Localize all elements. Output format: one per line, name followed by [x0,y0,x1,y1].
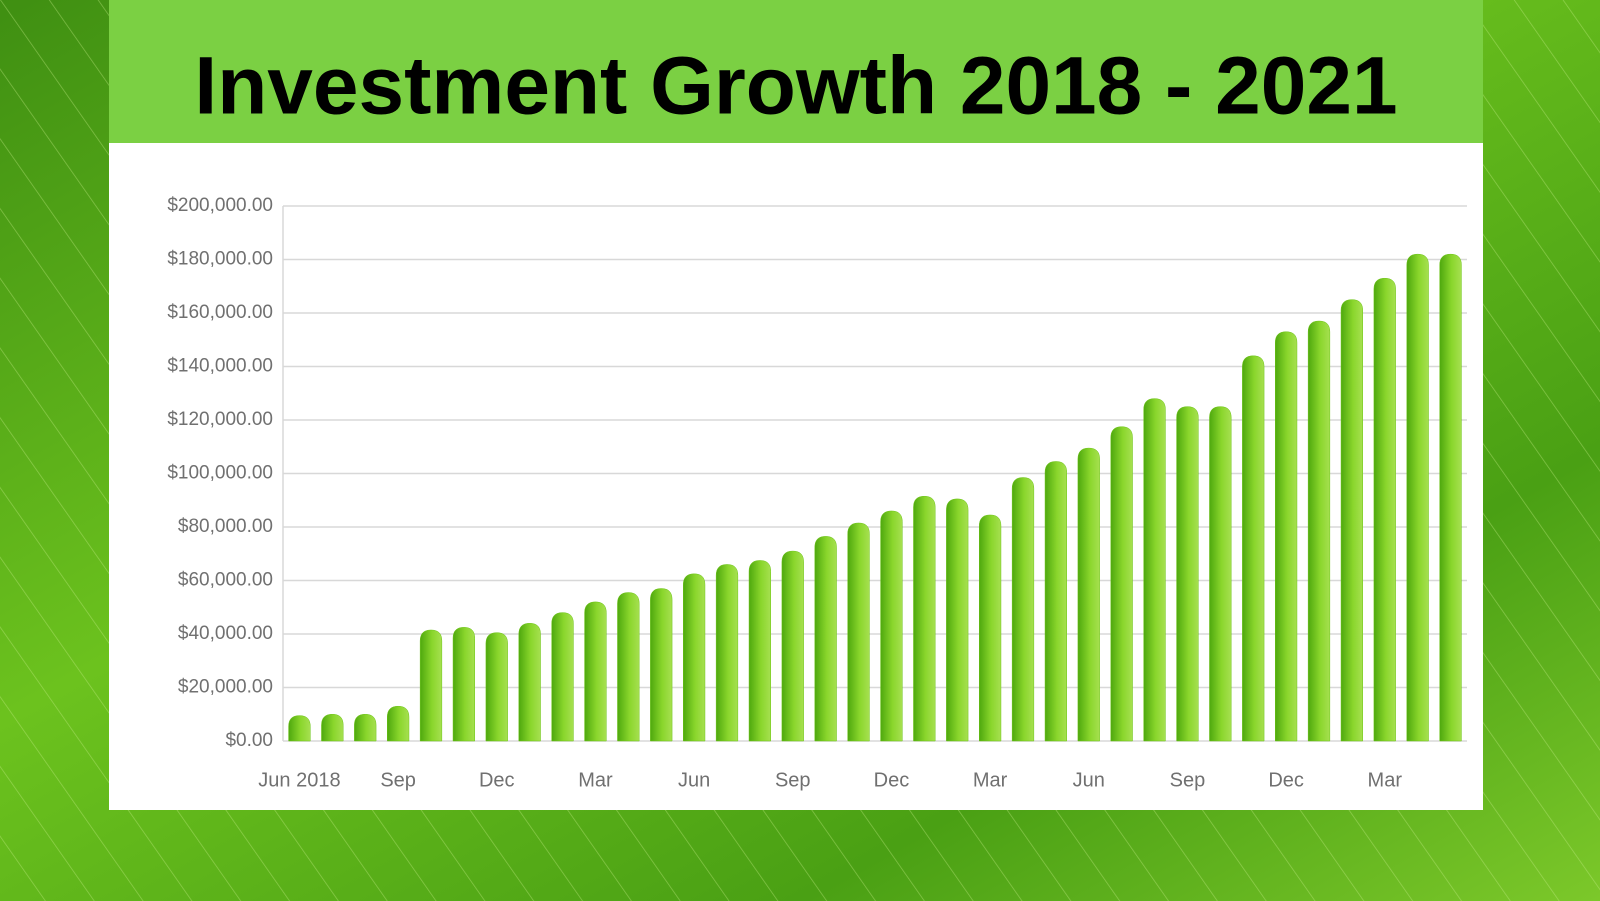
y-tick-label: $20,000.00 [178,677,273,698]
bar [1406,253,1429,742]
bar [748,560,771,742]
y-tick-label: $180,000.00 [167,249,273,270]
bar [1209,406,1232,742]
y-tick-label: $60,000.00 [178,570,273,591]
bar [946,498,969,742]
bar [452,627,475,742]
x-tick-label: Dec [479,769,515,791]
bar [1307,320,1331,742]
y-tick-label: $0.00 [225,730,273,751]
chart-title: Investment Growth 2018 - 2021 [194,41,1397,132]
plot-area: $0.00 $20,000.00 $40,000.00 $60,000.00 $80,0… [167,195,1467,791]
bar [1373,277,1396,742]
bar [485,632,508,742]
y-tick-label: $40,000.00 [178,623,273,644]
y-tick-label: $200,000.00 [167,195,273,216]
x-tick-label: Mar [578,769,613,791]
x-tick-label: Sep [380,769,416,791]
bar [1340,299,1363,742]
x-tick-label: Dec [1268,769,1304,791]
bar [1110,426,1133,742]
bar [979,514,1002,742]
x-tick-label: Jun 2018 [258,769,340,791]
y-tick-label: $140,000.00 [167,356,273,377]
bar [847,522,870,742]
bar [1077,447,1100,742]
y-tick-label: $80,000.00 [178,516,273,537]
bar [1275,331,1298,742]
x-tick-label: Jun [1073,769,1105,791]
bar [683,573,706,742]
bar [617,592,640,742]
bar [321,713,344,742]
bar [288,715,311,742]
x-tick-label: Jun [678,769,710,791]
bar [650,588,673,742]
y-tick-label: $160,000.00 [167,302,273,323]
bar [913,495,936,742]
bar [1176,406,1199,742]
y-tick-label: $100,000.00 [167,463,273,484]
bar [1143,398,1166,742]
y-tick-label: $120,000.00 [167,409,273,430]
bar [584,601,607,742]
bar [1044,461,1067,742]
bar [880,510,903,742]
bar [715,564,739,742]
bar [814,536,837,742]
x-tick-label: Sep [1170,769,1206,791]
bar [1439,253,1462,742]
x-tick-label: Dec [874,769,910,791]
bar [387,705,410,742]
bar [419,629,443,742]
x-tick-label: Sep [775,769,811,791]
x-tick-label: Mar [1368,769,1403,791]
x-tick-label: Mar [973,769,1008,791]
bar [1011,477,1035,742]
bar [518,623,541,742]
title-band [109,0,1483,143]
bar [551,612,574,742]
bar [781,550,804,742]
bar [354,713,377,742]
bar [1242,355,1265,742]
